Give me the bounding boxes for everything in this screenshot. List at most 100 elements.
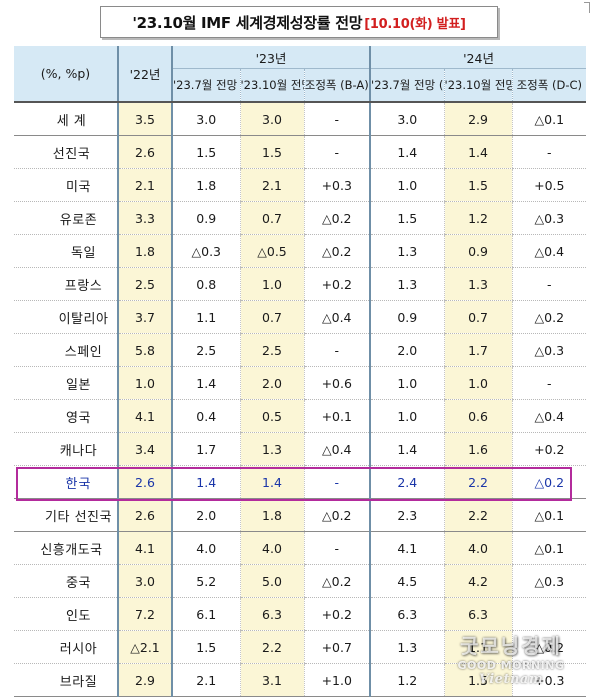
cell-y2022: 3.3	[117, 201, 172, 235]
cell-y2024-july: 1.3	[369, 630, 445, 664]
row-label: 이탈리아	[14, 300, 118, 334]
cell-y2023-adj: △0.4	[303, 432, 371, 466]
cell-y2024-july: 3.0	[369, 102, 445, 136]
cell-y2024-adj: △0.3	[511, 333, 587, 367]
cell-y2023-adj: △0.2	[303, 564, 371, 598]
cell-y2023-july: 1.5	[171, 135, 240, 169]
cell-y2024-adj: +0.2	[511, 432, 587, 466]
cell-y2023-oct: 1.5	[239, 135, 304, 169]
cell-y2024-adj: -	[511, 366, 587, 400]
cell-y2023-july: 3.0	[171, 102, 240, 136]
cell-y2023-adj: -	[303, 333, 371, 367]
cell-y2024-oct: 2.2	[443, 498, 513, 532]
cell-y2024-oct: 1.4	[443, 135, 513, 169]
cell-y2023-july: 1.4	[171, 465, 240, 499]
cell-y2024-oct: 1.1	[443, 630, 513, 664]
cell-y2024-adj: △0.1	[511, 102, 587, 136]
cell-y2022: 4.1	[117, 399, 172, 433]
cell-y2024-july: 2.4	[369, 465, 445, 499]
cell-y2023-oct: 3.0	[239, 102, 304, 136]
table-title: '23.10월 IMF 세계경제성장률 전망 [10.10(화) 발표]	[100, 6, 498, 38]
cell-y2024-adj: △0.2	[511, 630, 587, 664]
cell-y2024-july: 4.1	[369, 531, 445, 565]
row-label: 한국	[14, 465, 118, 499]
cell-y2023-oct: 1.8	[239, 498, 304, 532]
cell-y2024-adj	[511, 597, 587, 631]
row-label: 일본	[14, 366, 118, 400]
cell-y2023-oct: △0.5	[239, 234, 304, 268]
cell-y2024-oct: 2.9	[443, 102, 513, 136]
cell-y2023-adj: -	[303, 531, 371, 565]
row-label: 프랑스	[14, 267, 118, 301]
cell-y2024-july: 1.4	[369, 432, 445, 466]
title-main: '23.10월 IMF 세계경제성장률 전망	[132, 13, 363, 32]
cell-y2024-july: 2.0	[369, 333, 445, 367]
cell-y2024-adj: -	[511, 267, 587, 301]
cell-y2022: 2.9	[117, 663, 172, 697]
cell-y2023-july: 1.8	[171, 168, 240, 202]
cell-y2024-adj: △0.1	[511, 531, 587, 565]
table-row: 선진국 2.6 1.5 1.5-1.4 1.4-	[14, 135, 587, 169]
cell-y2023-oct: 0.5	[239, 399, 304, 433]
cell-y2023-oct: 1.4	[239, 465, 304, 499]
cell-y2023-adj: -	[303, 102, 371, 136]
cell-y2024-july: 1.0	[369, 399, 445, 433]
cell-y2023-oct: 6.3	[239, 597, 304, 631]
cell-y2024-oct: 0.9	[443, 234, 513, 268]
corner-mark	[584, 2, 590, 13]
table-row: 한국 2.6 1.4 1.4-2.4 2.2 △0.2	[14, 465, 587, 499]
cell-y2023-adj: △0.2	[303, 201, 371, 235]
cell-y2023-oct: 2.1	[239, 168, 304, 202]
row-label: 브라질	[14, 663, 118, 697]
cell-y2023-july: 0.8	[171, 267, 240, 301]
header-2024-oct: '23.10월 전망 (D)	[443, 68, 513, 103]
cell-y2024-adj: △0.2	[511, 465, 587, 499]
header-2024-july: '23.7월 전망 (C)	[369, 68, 445, 103]
table-row: 인도 7.2 6.1 6.3 +0.2 6.3 6.3	[14, 597, 587, 631]
cell-y2023-adj: +1.0	[303, 663, 371, 697]
row-label: 중국	[14, 564, 118, 598]
cell-y2024-adj: -	[511, 135, 587, 169]
cell-y2023-adj: +0.7	[303, 630, 371, 664]
cell-y2023-july: 1.7	[171, 432, 240, 466]
cell-y2023-adj: △0.2	[303, 234, 371, 268]
cell-y2024-oct: 1.0	[443, 366, 513, 400]
cell-y2024-july: 1.0	[369, 168, 445, 202]
table-row: 캐나다 3.4 1.7 1.3 △0.4 1.4 1.6 +0.2	[14, 432, 587, 466]
table-row: 독일 1.8 △0.3 △0.5 △0.2 1.3 0.9 △0.4	[14, 234, 587, 268]
cell-y2024-oct: 4.2	[443, 564, 513, 598]
cell-y2022: 2.6	[117, 465, 172, 499]
row-label: 유로존	[14, 201, 118, 235]
cell-y2022: 4.1	[117, 531, 172, 565]
cell-y2024-july: 0.9	[369, 300, 445, 334]
cell-y2023-july: 0.9	[171, 201, 240, 235]
header-2023-july: '23.7월 전망 (A)	[171, 68, 240, 103]
cell-y2022: 1.8	[117, 234, 172, 268]
cell-y2024-adj: △0.4	[511, 399, 587, 433]
cell-y2023-july: 0.4	[171, 399, 240, 433]
cell-y2022: 3.7	[117, 300, 172, 334]
cell-y2023-adj: +0.6	[303, 366, 371, 400]
cell-y2023-adj: -	[303, 135, 371, 169]
header-2023-adj: 조정폭 (B-A)	[303, 68, 371, 103]
cell-y2023-oct: 4.0	[239, 531, 304, 565]
header-2024-adj: 조정폭 (D-C)	[511, 68, 587, 103]
cell-y2023-oct: 3.1	[239, 663, 304, 697]
table-row: 중국 3.0 5.2 5.0 △0.2 4.5 4.2 △0.3	[14, 564, 587, 598]
row-label: 러시아	[14, 630, 118, 664]
cell-y2023-july: 1.1	[171, 300, 240, 334]
header-2023-oct: '23.10월 전망 (B)	[239, 68, 304, 103]
cell-y2024-july: 1.0	[369, 366, 445, 400]
table-row: 이탈리아 3.7 1.1 0.7 △0.4 0.9 0.7 △0.2	[14, 300, 587, 334]
table-row: 기타 선진국 2.6 2.0 1.8 △0.2 2.3 2.2 △0.1	[14, 498, 587, 532]
cell-y2023-oct: 2.5	[239, 333, 304, 367]
cell-y2024-adj: △0.4	[511, 234, 587, 268]
cell-y2022: 3.5	[117, 102, 172, 136]
title-date: [10.10(화) 발표]	[364, 16, 466, 32]
cell-y2024-oct: 0.6	[443, 399, 513, 433]
cell-y2023-adj: +0.1	[303, 399, 371, 433]
cell-y2023-oct: 0.7	[239, 201, 304, 235]
cell-y2023-july: 2.0	[171, 498, 240, 532]
growth-forecast-table: (%, %p) '22년 '23년 '24년 '23.7월 전망 (A) '23…	[14, 46, 587, 697]
cell-y2023-july: 5.2	[171, 564, 240, 598]
